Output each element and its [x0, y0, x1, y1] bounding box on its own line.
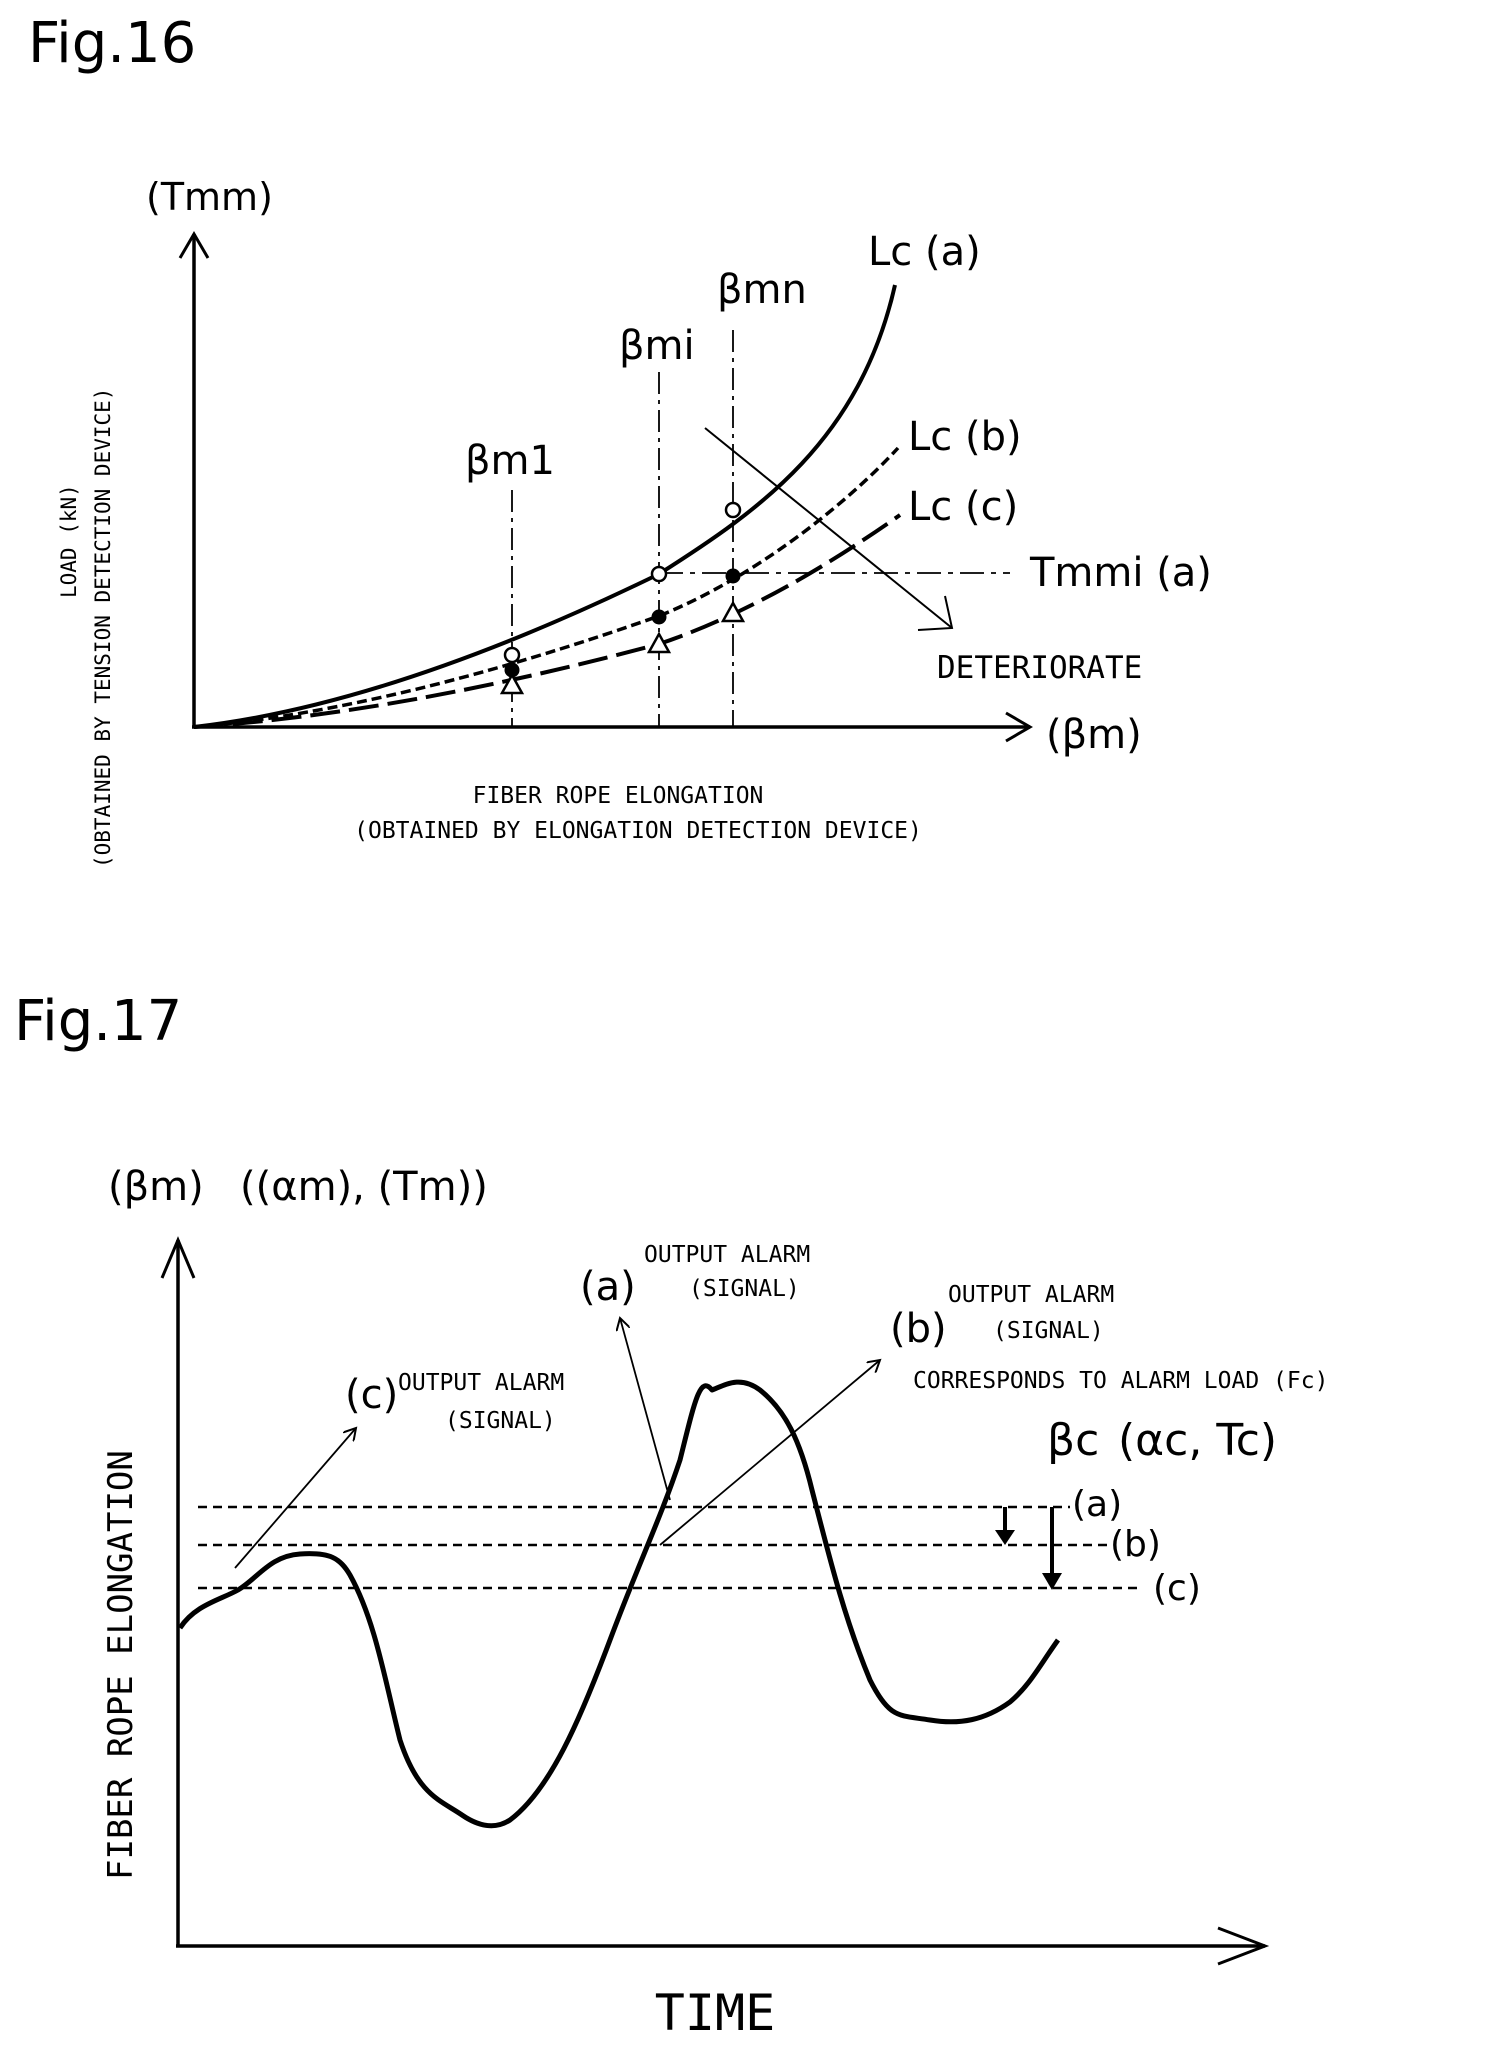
fig17-alarm-tag-c: (c)	[345, 1372, 398, 1418]
fig17-alarm-a-line1: OUTPUT ALARM	[644, 1242, 810, 1268]
fig17-y-label: FIBER ROPE ELONGATION	[101, 1450, 141, 1880]
fig17-alarm-arrow-c	[235, 1428, 356, 1568]
fig17-alarm-tag-a: (a)	[580, 1264, 636, 1310]
fig16-curve-label-c: Lc (c)	[908, 484, 1018, 530]
figure-17: Fig.17 (βm) ((αm), (Tm)) FIBER ROPE ELON…	[14, 989, 1328, 2042]
fig17-y-unit-main: (βm)	[108, 1164, 204, 1210]
fig16-point-b-bmn	[726, 569, 741, 584]
fig17-alarm-c-line2: (SIGNAL)	[445, 1408, 556, 1434]
figure-16: Fig.16 (Tmm) (βm) LOAD (kN) (OBTAINED BY…	[28, 11, 1212, 868]
fig17-alarm-a-line2: (SIGNAL)	[689, 1276, 800, 1302]
fig17-alarm-b-line1: OUTPUT ALARM	[948, 1282, 1114, 1308]
fig16-curve-lc-c	[194, 515, 900, 727]
fig17-level-arrowhead-a-b	[995, 1530, 1015, 1545]
fig16-title: Fig.16	[28, 11, 196, 76]
fig16-threshold-label: Tmmi (a)	[1029, 550, 1212, 596]
fig16-curve-lc-b	[194, 448, 898, 727]
fig16-point-b-bmi	[652, 610, 667, 625]
fig17-alarm-tag-b: (b)	[890, 1306, 947, 1352]
fig16-marker-label-bmn: βmn	[717, 267, 807, 313]
fig17-alarm-c-line1: OUTPUT ALARM	[398, 1370, 564, 1396]
fig17-elongation-wave	[180, 1382, 1058, 1826]
fig16-curve-lc-a	[194, 285, 895, 727]
fig16-x-label-line2: (OBTAINED BY ELONGATION DETECTION DEVICE…	[354, 818, 922, 844]
fig17-level-label-b: (b)	[1110, 1524, 1161, 1565]
fig16-x-unit: (βm)	[1046, 712, 1142, 758]
fig16-point-a-bm1	[505, 648, 519, 662]
fig17-corresponds-label: CORRESPONDS TO ALARM LOAD (Fc)	[913, 1368, 1328, 1394]
fig17-title: Fig.17	[14, 989, 182, 1054]
fig16-point-a-bmn	[726, 503, 740, 517]
fig16-curve-label-a: Lc (a)	[868, 229, 981, 275]
fig17-alarm-arrow-a	[620, 1318, 670, 1500]
fig17-y-unit-alt: ((αm), (Tm))	[240, 1164, 488, 1210]
fig17-x-label: TIME	[655, 1984, 775, 2042]
fig16-marker-label-bm1: βm1	[465, 438, 555, 484]
fig17-level-label-c: (c)	[1153, 1568, 1201, 1609]
fig16-point-a-bmi	[652, 567, 666, 581]
fig16-y-label-line1: LOAD (kN)	[57, 484, 81, 598]
fig16-y-label-line2: (OBTAINED BY TENSION DETECTION DEVICE)	[91, 388, 115, 868]
fig16-deteriorate-label: DETERIORATE	[937, 650, 1142, 686]
fig16-marker-label-bmi: βmi	[619, 323, 695, 369]
fig17-alarm-arrow-b	[660, 1360, 880, 1545]
fig16-curve-label-b: Lc (b)	[908, 414, 1022, 460]
fig17-alarm-b-line2: (SIGNAL)	[993, 1318, 1104, 1344]
fig16-y-unit: (Tmm)	[146, 175, 273, 219]
fig17-level-label-a: (a)	[1072, 1484, 1122, 1525]
fig17-threshold-main: βc	[1047, 1415, 1099, 1466]
fig16-x-label-line1: FIBER ROPE ELONGATION	[473, 783, 764, 809]
fig17-threshold-alt: (αc, Tc)	[1118, 1415, 1277, 1466]
